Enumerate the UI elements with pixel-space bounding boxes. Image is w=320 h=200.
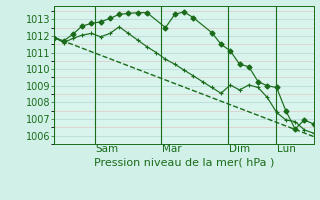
X-axis label: Pression niveau de la mer( hPa ): Pression niveau de la mer( hPa )	[94, 158, 274, 168]
Text: Lun: Lun	[277, 144, 296, 154]
Text: Sam: Sam	[96, 144, 119, 154]
Text: Dim: Dim	[229, 144, 251, 154]
Text: Mar: Mar	[162, 144, 181, 154]
